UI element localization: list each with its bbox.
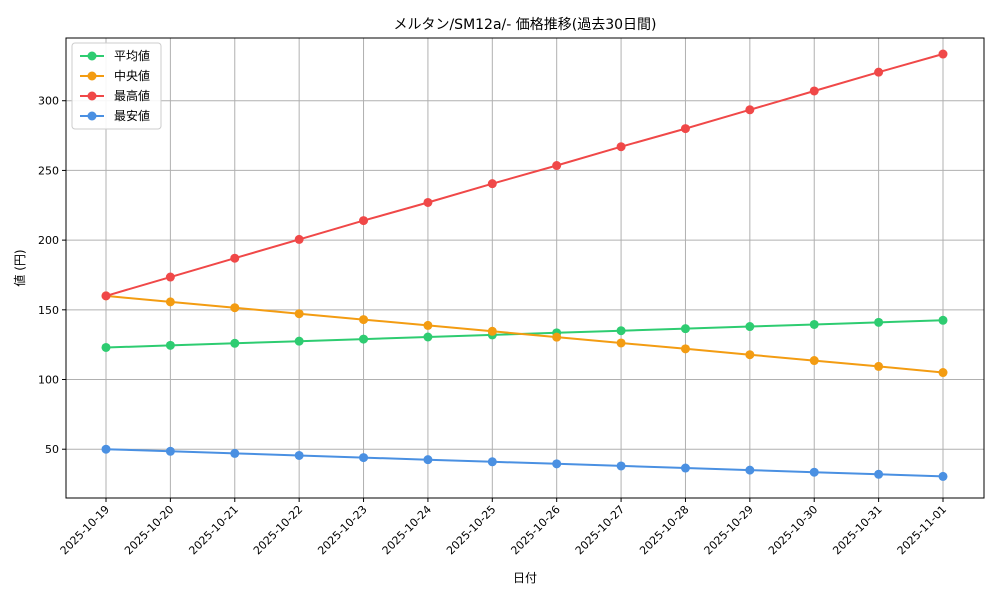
y-tick-label: 300 [38, 95, 59, 108]
x-tick-label: 2025-11-01 [895, 503, 949, 557]
data-point [359, 315, 369, 325]
series-3 [101, 444, 948, 481]
x-tick-label: 2025-10-29 [702, 503, 756, 557]
data-point [874, 361, 884, 371]
data-point [809, 356, 819, 366]
data-point [230, 448, 240, 458]
y-tick-label: 150 [38, 304, 59, 317]
x-tick-label: 2025-10-27 [573, 503, 627, 557]
data-point [938, 315, 948, 325]
data-point [294, 450, 304, 460]
x-tick-label: 2025-10-28 [637, 503, 691, 557]
data-point [165, 272, 175, 282]
grid-layer [66, 38, 984, 498]
x-tick-label: 2025-10-26 [508, 503, 562, 557]
data-point [294, 336, 304, 346]
y-tick-label: 100 [38, 374, 59, 387]
legend-swatch-marker [87, 71, 97, 81]
data-point [745, 465, 755, 475]
data-point [680, 124, 690, 134]
legend-label: 平均値 [114, 48, 150, 63]
data-point [616, 326, 626, 336]
x-tick-label: 2025-10-20 [122, 503, 176, 557]
data-point [552, 332, 562, 342]
x-tick-label: 2025-10-25 [444, 503, 498, 557]
data-point [101, 291, 111, 301]
data-point [359, 453, 369, 463]
data-point [745, 322, 755, 332]
series-2 [101, 49, 948, 301]
data-point [294, 309, 304, 319]
legend-swatch-marker [87, 91, 97, 101]
data-point [680, 463, 690, 473]
x-tick-label: 2025-10-23 [315, 503, 369, 557]
data-point [874, 67, 884, 77]
data-point [874, 469, 884, 479]
chart-title: メルタン/SM12a/- 価格推移(過去30日間) [393, 17, 656, 33]
x-tick-label: 2025-10-31 [830, 503, 884, 557]
x-tick-label: 2025-10-21 [186, 503, 240, 557]
x-axis-label: 日付 [513, 571, 537, 585]
x-tick-label: 2025-10-22 [251, 503, 305, 557]
data-point [165, 340, 175, 350]
data-point [809, 467, 819, 477]
data-point [616, 461, 626, 471]
data-point [359, 216, 369, 226]
series-line [105, 53, 944, 297]
data-point [230, 338, 240, 348]
legend-box [71, 42, 162, 130]
legend-label: 中央値 [114, 68, 150, 83]
data-point [165, 446, 175, 456]
legend-label: 最高値 [114, 88, 150, 103]
data-point [616, 142, 626, 152]
y-tick-label: 200 [38, 234, 59, 247]
data-point [359, 334, 369, 344]
data-point [552, 161, 562, 171]
data-point [938, 368, 948, 378]
y-axis-label: 値 (円) [12, 249, 27, 286]
data-point [680, 344, 690, 354]
data-point [423, 197, 433, 207]
legend-swatch-marker [87, 51, 97, 61]
data-point [230, 303, 240, 313]
data-point [423, 455, 433, 465]
data-point [809, 319, 819, 329]
data-point [101, 342, 111, 352]
series-line [105, 294, 944, 374]
legend-label: 最安値 [114, 108, 150, 123]
y-tick-label: 250 [38, 164, 59, 177]
legend-swatch-marker [87, 111, 97, 121]
data-point [745, 105, 755, 115]
data-point [101, 444, 111, 454]
x-tick-label: 2025-10-30 [766, 503, 820, 557]
y-tick-label: 50 [45, 443, 59, 456]
data-point [552, 459, 562, 469]
data-point [487, 179, 497, 189]
data-point [165, 297, 175, 307]
data-point [487, 326, 497, 336]
data-point [938, 471, 948, 481]
data-point [487, 457, 497, 467]
data-point [423, 320, 433, 330]
data-point [616, 338, 626, 348]
data-point [745, 350, 755, 360]
plot-frame [65, 37, 985, 499]
data-point [294, 234, 304, 244]
series-layer [101, 49, 948, 481]
data-point [938, 49, 948, 59]
series-1 [101, 291, 948, 378]
data-point [680, 324, 690, 334]
x-tick-label: 2025-10-19 [58, 503, 112, 557]
series-line [105, 448, 944, 478]
data-point [809, 86, 819, 96]
data-point [423, 332, 433, 342]
data-point [874, 317, 884, 327]
x-tick-label: 2025-10-24 [380, 503, 434, 557]
data-point [230, 253, 240, 263]
